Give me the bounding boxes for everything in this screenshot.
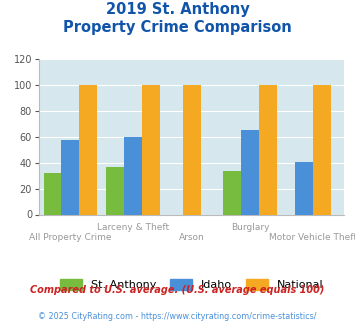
Text: Compared to U.S. average. (U.S. average equals 100): Compared to U.S. average. (U.S. average …	[30, 285, 325, 295]
Bar	[106, 167, 124, 214]
Bar	[223, 171, 241, 214]
Text: Property Crime Comparison: Property Crime Comparison	[63, 20, 292, 35]
Bar	[295, 161, 313, 214]
Bar	[61, 140, 80, 214]
Bar	[259, 85, 277, 214]
Text: Motor Vehicle Theft: Motor Vehicle Theft	[269, 233, 355, 242]
Legend: St. Anthony, Idaho, National: St. Anthony, Idaho, National	[60, 279, 323, 290]
Bar	[183, 85, 201, 214]
Bar	[313, 85, 331, 214]
Text: Larceny & Theft: Larceny & Theft	[97, 223, 169, 232]
Bar	[142, 85, 160, 214]
Text: © 2025 CityRating.com - https://www.cityrating.com/crime-statistics/: © 2025 CityRating.com - https://www.city…	[38, 312, 317, 321]
Text: Arson: Arson	[179, 233, 204, 242]
Bar	[44, 173, 61, 214]
Bar	[241, 130, 259, 214]
Bar	[80, 85, 97, 214]
Text: 2019 St. Anthony: 2019 St. Anthony	[106, 2, 249, 16]
Bar	[124, 137, 142, 214]
Text: All Property Crime: All Property Crime	[29, 233, 112, 242]
Text: Burglary: Burglary	[231, 223, 269, 232]
